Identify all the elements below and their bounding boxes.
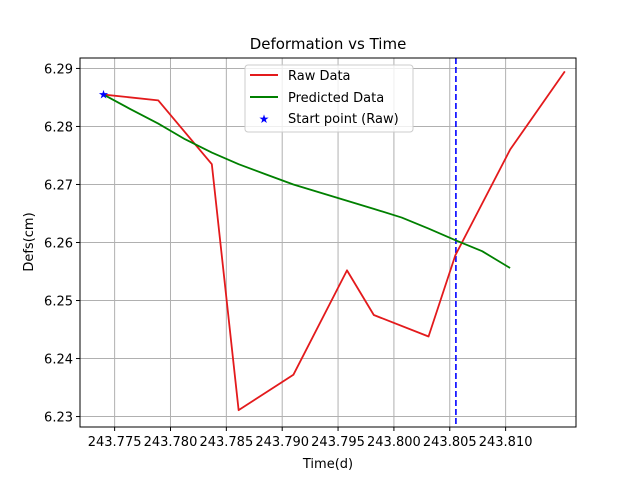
- x-tick-label: 243.775: [88, 435, 142, 450]
- y-tick-label: 6.24: [44, 353, 73, 368]
- legend-swatch-start-star: ★: [259, 112, 270, 126]
- x-tick-label: 243.785: [199, 435, 253, 450]
- x-tick-label: 243.810: [479, 435, 533, 450]
- x-axis-label: Time(d): [302, 457, 353, 472]
- y-tick-label: 6.29: [44, 62, 73, 77]
- legend-box: [244, 64, 414, 133]
- legend-label-raw: Raw Data: [288, 69, 351, 84]
- x-tick-label: 243.780: [144, 435, 198, 450]
- y-ticks: 6.23 6.24 6.25 6.26 6.27 6.28 6.29: [44, 62, 80, 426]
- start-point-marker: ★: [98, 88, 109, 102]
- predicted-data-line: [103, 93, 511, 269]
- series-group: [103, 70, 566, 412]
- y-tick-label: 6.25: [44, 295, 73, 310]
- legend-label-start: Start point (Raw): [288, 112, 399, 127]
- legend: Raw Data Predicted Data ★ Start point (R…: [244, 64, 414, 133]
- x-tick-label: 243.790: [255, 435, 309, 450]
- x-tick-label: 243.800: [367, 435, 421, 450]
- x-tick-label: 243.795: [311, 435, 365, 450]
- legend-label-predicted: Predicted Data: [288, 91, 384, 106]
- y-tick-label: 6.27: [44, 178, 73, 193]
- x-ticks: 243.775 243.780 243.785 243.790 243.795 243.8…: [88, 427, 533, 450]
- x-tick-label: 243.805: [423, 435, 477, 450]
- chart-title: Deformation vs Time: [250, 35, 407, 53]
- y-tick-label: 6.28: [44, 120, 73, 135]
- y-tick-label: 6.23: [44, 411, 73, 426]
- y-axis-label: Defs(cm): [22, 212, 37, 271]
- marker-group: ★: [98, 88, 109, 102]
- y-tick-label: 6.26: [44, 237, 73, 252]
